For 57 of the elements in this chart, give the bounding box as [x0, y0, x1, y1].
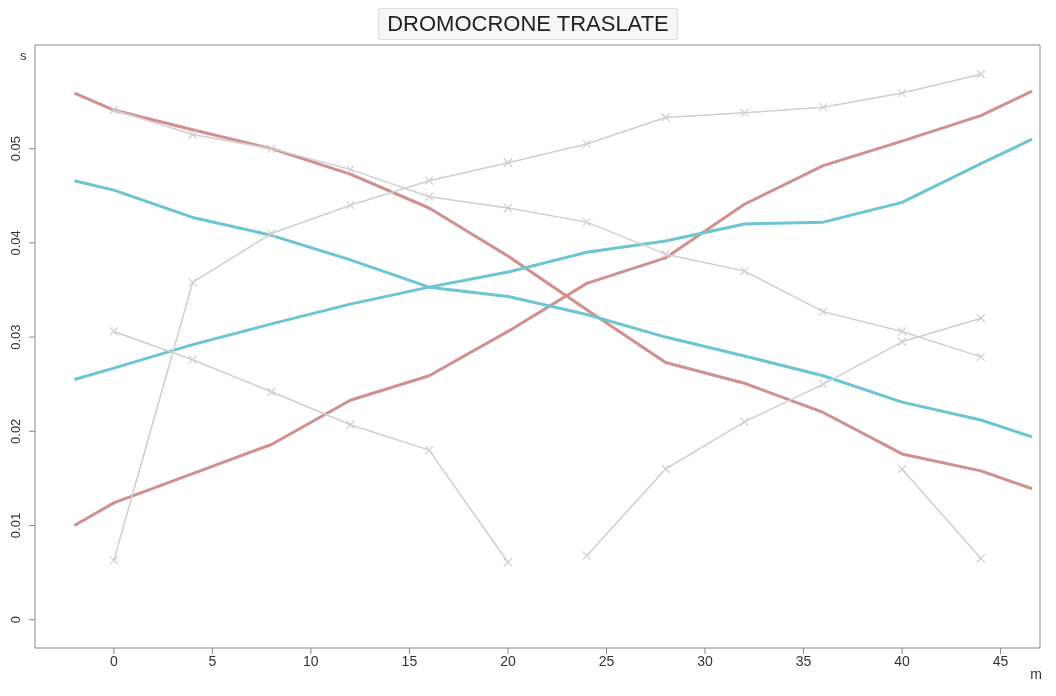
point — [345, 164, 355, 174]
point — [503, 158, 513, 168]
x-tick-label: 15 — [401, 652, 418, 669]
y-tick-label: 0.02 — [8, 418, 24, 444]
point — [739, 266, 750, 276]
y-axis-title: s — [20, 48, 27, 63]
x-tick-label: 5 — [208, 652, 217, 669]
x-tick-label: 35 — [795, 652, 812, 669]
x-tick-label: 20 — [500, 652, 516, 669]
point — [818, 307, 828, 317]
point — [818, 379, 828, 389]
point — [897, 337, 907, 347]
point — [503, 557, 513, 567]
x-tick-label: 10 — [303, 652, 319, 669]
point — [660, 464, 671, 474]
x-tick-label: 45 — [992, 652, 1009, 669]
point — [109, 105, 119, 115]
x-tick-label: 25 — [598, 652, 615, 669]
y-tick-label: 0.05 — [8, 135, 24, 162]
y-tick-label: 0 — [8, 616, 24, 624]
x-axis-title: m — [1030, 665, 1042, 682]
point — [582, 217, 592, 227]
point — [739, 108, 750, 118]
point — [424, 176, 434, 186]
point — [976, 313, 986, 323]
chart-title: DROMOCRONE TRASLATE — [378, 8, 678, 40]
point — [582, 139, 592, 149]
point — [266, 144, 277, 154]
point — [424, 192, 434, 202]
point — [897, 464, 907, 474]
point — [660, 112, 671, 123]
point — [976, 352, 986, 362]
point — [897, 326, 907, 337]
x-tick-label: 0 — [109, 652, 118, 669]
point — [345, 420, 355, 430]
point — [739, 417, 750, 427]
point — [818, 102, 828, 112]
point — [660, 249, 671, 259]
y-tick-label: 0.01 — [8, 512, 24, 539]
point — [976, 553, 986, 564]
point — [109, 326, 119, 337]
point — [266, 387, 277, 397]
point — [976, 69, 986, 79]
x-tick-label: 30 — [697, 652, 713, 669]
point — [345, 200, 355, 210]
point — [582, 551, 592, 561]
y-tick-label: 0.04 — [8, 230, 24, 256]
point — [188, 277, 198, 288]
point — [188, 355, 198, 365]
point — [109, 555, 119, 565]
point — [188, 129, 198, 140]
point — [897, 88, 907, 98]
point — [503, 203, 513, 213]
y-tick-label: 0.03 — [8, 324, 24, 350]
x-tick-label: 40 — [894, 652, 911, 669]
point — [424, 445, 434, 455]
point — [266, 228, 277, 239]
